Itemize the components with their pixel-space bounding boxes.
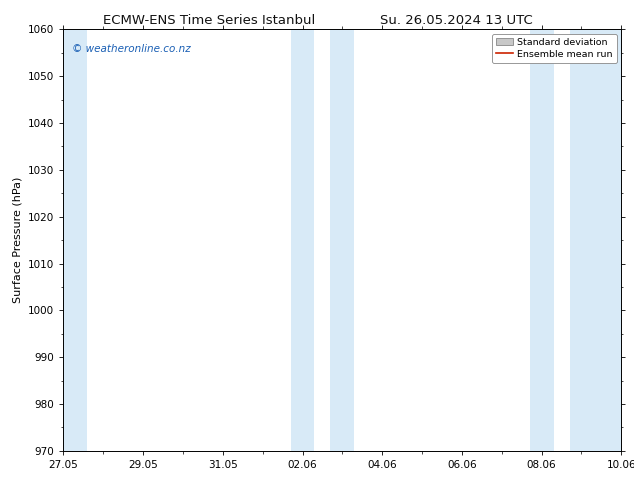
Text: © weatheronline.co.nz: © weatheronline.co.nz: [72, 44, 191, 54]
Y-axis label: Surface Pressure (hPa): Surface Pressure (hPa): [13, 177, 23, 303]
Text: ECMW-ENS Time Series Istanbul: ECMW-ENS Time Series Istanbul: [103, 14, 315, 27]
Text: Su. 26.05.2024 13 UTC: Su. 26.05.2024 13 UTC: [380, 14, 533, 27]
Bar: [569, 29, 621, 451]
Bar: [330, 29, 354, 451]
Bar: [529, 29, 553, 451]
Legend: Standard deviation, Ensemble mean run: Standard deviation, Ensemble mean run: [492, 34, 617, 63]
Bar: [290, 29, 314, 451]
Bar: [63, 29, 87, 451]
